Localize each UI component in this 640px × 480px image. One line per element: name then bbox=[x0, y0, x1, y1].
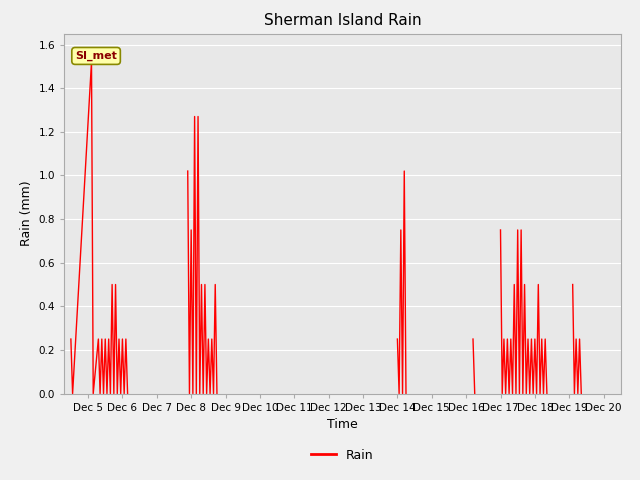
Rain bbox=[189, 391, 196, 396]
Rain bbox=[208, 336, 216, 342]
Rain bbox=[112, 282, 120, 288]
Rain bbox=[577, 391, 585, 396]
Text: SI_met: SI_met bbox=[75, 51, 117, 61]
Y-axis label: Rain (mm): Rain (mm) bbox=[20, 181, 33, 246]
X-axis label: Time: Time bbox=[327, 418, 358, 431]
Rain bbox=[397, 227, 404, 233]
Rain bbox=[529, 391, 537, 396]
Title: Sherman Island Rain: Sherman Island Rain bbox=[264, 13, 421, 28]
Legend: Rain: Rain bbox=[306, 444, 379, 467]
Rain bbox=[120, 391, 128, 396]
Rain bbox=[67, 336, 75, 342]
Line: Rain: Rain bbox=[71, 62, 581, 394]
